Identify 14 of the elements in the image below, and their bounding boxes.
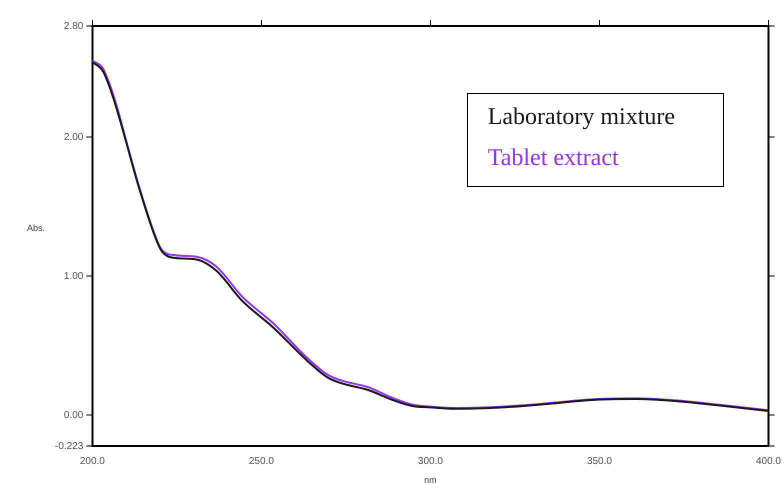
x-tick-label: 250.0: [248, 456, 274, 467]
x-tick-label: 350.0: [586, 456, 612, 467]
y-tick-label: -0.223: [54, 440, 84, 452]
x-tick-label: 400.0: [756, 456, 782, 467]
y-tick-label: 1.00: [64, 270, 84, 282]
x-tick-label: 200.0: [80, 456, 106, 467]
x-axis-title: nm: [424, 475, 437, 485]
y-tick-label: 2.80: [64, 20, 84, 32]
text: Laboratory mixture: [488, 104, 675, 131]
y-tick-label: 0.00: [64, 410, 84, 421]
y-axis-title: Abs.: [26, 223, 46, 233]
text: Tablet extract: [488, 145, 620, 172]
y-tick-label: 2.00: [64, 132, 84, 143]
x-tick-label: 300.0: [418, 456, 444, 467]
